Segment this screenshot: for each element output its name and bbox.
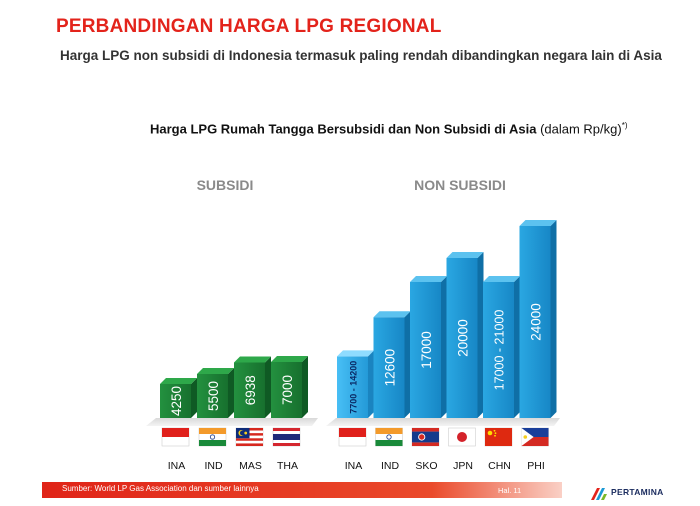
- bar-top: [519, 220, 557, 226]
- bar: [160, 378, 197, 418]
- category-label: PHI: [527, 460, 545, 472]
- bar-front: [410, 282, 441, 418]
- bar-side: [514, 276, 520, 418]
- bar: [373, 311, 411, 418]
- thailand-flag-icon: [272, 427, 301, 447]
- bar-front: [373, 317, 405, 418]
- bar-side: [191, 378, 197, 418]
- bar-front: [483, 282, 514, 418]
- category-label: THA: [277, 460, 298, 472]
- bar: [483, 276, 520, 418]
- pertamina-logo: PERTAMINA: [588, 481, 700, 503]
- pertamina-logo-text: PERTAMINA: [611, 487, 664, 497]
- bar-side: [404, 311, 411, 418]
- bar-value-label: 7000: [280, 375, 295, 405]
- bar: [234, 356, 271, 418]
- group-label: SUBSIDI: [197, 177, 254, 193]
- source-note: Sumber: World LP Gas Association dan sum…: [62, 484, 259, 493]
- bar: [271, 356, 308, 418]
- chart-title-note: *): [621, 121, 628, 130]
- lpg-price-chart: SUBSIDI NON SUBSIDI 4250 5500 6938 7000 7700 …: [146, 177, 560, 472]
- category-label: CHN: [488, 460, 511, 472]
- bar: [519, 220, 557, 418]
- chart-floor: [326, 418, 560, 426]
- bar-front: [160, 384, 191, 418]
- page-number: Hal. 11: [498, 486, 522, 495]
- pertamina-logo-mark-icon: [591, 488, 607, 500]
- bar: [446, 252, 484, 418]
- bar-top: [160, 378, 197, 384]
- india-flag-icon: [375, 427, 403, 447]
- indonesia-flag-icon: [161, 427, 190, 447]
- bar-value-label: 12600: [383, 349, 398, 387]
- bar-value-label: 6938: [243, 375, 258, 405]
- bar-top: [410, 276, 447, 282]
- bar-side: [368, 350, 374, 418]
- bar: [337, 350, 374, 418]
- bar-top: [337, 350, 374, 357]
- footer-bar: [42, 482, 562, 498]
- chart-title: Harga LPG Rumah Tangga Bersubsidi dan No…: [150, 117, 627, 137]
- bar-side: [550, 220, 557, 418]
- bar-top: [373, 311, 411, 318]
- india-flag-icon: [198, 427, 227, 447]
- bar-value-label: 5500: [206, 381, 221, 411]
- china-flag-icon: [484, 427, 513, 447]
- chart-title-bold: Harga LPG Rumah Tangga Bersubsidi dan No…: [150, 121, 537, 137]
- japan-flag-icon: [448, 427, 476, 447]
- south-korea-flag-icon: [411, 427, 440, 447]
- category-label: SKO: [415, 460, 437, 472]
- bar-value-label: 7700 - 14200: [349, 361, 359, 414]
- bar-front: [446, 258, 478, 418]
- bar-front: [271, 362, 302, 418]
- bar-top: [483, 276, 520, 282]
- bar-front: [519, 226, 551, 418]
- category-label: JPN: [453, 460, 473, 472]
- bar-value-label: 17000 - 21000: [493, 310, 507, 391]
- bar-side: [477, 252, 484, 418]
- bar-value-label: 4250: [169, 386, 184, 416]
- bar-value-label: 20000: [456, 319, 471, 357]
- bar-side: [265, 356, 271, 418]
- group-label: NON SUBSIDI: [414, 177, 506, 193]
- category-label: IND: [204, 460, 223, 472]
- category-label: INA: [168, 460, 186, 472]
- category-label: MAS: [239, 460, 262, 472]
- category-label: IND: [381, 460, 400, 472]
- bar: [410, 276, 447, 418]
- bar-side: [441, 276, 447, 418]
- bar-top: [197, 368, 234, 374]
- page-subtitle: Harga LPG non subsidi di Indonesia terma…: [60, 48, 662, 63]
- bar: [197, 368, 234, 418]
- bar-value-label: 24000: [529, 303, 544, 341]
- philippines-flag-icon: [521, 427, 549, 447]
- bar-front: [234, 362, 265, 418]
- bar-front: [337, 356, 368, 418]
- bar-top: [234, 356, 271, 363]
- indonesia-flag-icon: [338, 427, 367, 447]
- page-title: PERBANDINGAN HARGA LPG REGIONAL: [56, 16, 442, 37]
- bar-top: [446, 252, 484, 258]
- category-label: INA: [345, 460, 363, 472]
- bar-value-label: 17000: [419, 331, 434, 369]
- bar-front: [197, 374, 228, 418]
- bar-side: [228, 368, 234, 418]
- bar-top: [271, 356, 308, 362]
- chart-title-unit: (dalam Rp/kg): [536, 121, 622, 137]
- chart-floor: [146, 418, 318, 426]
- bar-side: [302, 356, 308, 418]
- malaysia-flag-icon: [235, 427, 264, 447]
